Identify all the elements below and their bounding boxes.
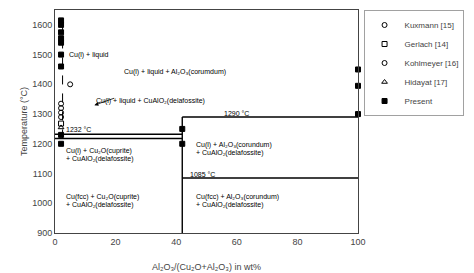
- svg-text:1300: 1300: [32, 109, 52, 119]
- svg-text:60: 60: [232, 237, 242, 247]
- svg-text:1200: 1200: [32, 139, 52, 149]
- svg-text:40: 40: [171, 237, 181, 247]
- svg-text:+ CuAlO₂(delafossite): + CuAlO₂(delafossite): [66, 201, 134, 209]
- svg-text:Cu(fcc) + Al₂O₃(corundum): Cu(fcc) + Al₂O₃(corundum): [196, 193, 279, 201]
- svg-text:Present: Present: [405, 97, 433, 106]
- svg-text:Cu(l) + Cu₂O(cuprite): Cu(l) + Cu₂O(cuprite): [66, 147, 132, 155]
- svg-text:1400: 1400: [32, 79, 52, 89]
- svg-text:80: 80: [292, 237, 302, 247]
- svg-text:1085 °C: 1085 °C: [190, 171, 215, 178]
- svg-text:+ CuAlO₂(delafossite): + CuAlO₂(delafossite): [196, 201, 264, 209]
- svg-text:Cu(l) + Al₂O₃(corundum): Cu(l) + Al₂O₃(corundum): [196, 141, 272, 149]
- svg-text:Temperature (°C): Temperature (°C): [19, 87, 29, 156]
- svg-text:Kuxmann [15]: Kuxmann [15]: [405, 21, 454, 30]
- svg-text:Cu(l) + liquid + Al₂O₃(corumdu: Cu(l) + liquid + Al₂O₃(corumdum): [124, 68, 226, 76]
- svg-text:900: 900: [37, 228, 52, 238]
- svg-text:100: 100: [350, 237, 365, 247]
- svg-text:1600: 1600: [32, 20, 52, 30]
- svg-text:1500: 1500: [32, 50, 52, 60]
- svg-text:Kohlmeyer [16]: Kohlmeyer [16]: [405, 59, 459, 68]
- svg-text:1290 °C: 1290 °C: [224, 110, 249, 117]
- svg-text:1232 °C: 1232 °C: [66, 126, 91, 133]
- svg-text:1000: 1000: [32, 198, 52, 208]
- svg-text:0: 0: [52, 237, 57, 247]
- svg-text:Gerlach [14]: Gerlach [14]: [405, 40, 449, 49]
- svg-text:Cu(l) + liquid: Cu(l) + liquid: [69, 51, 109, 59]
- svg-text:Cu(l) + liquid + CuAlO₂(delafo: Cu(l) + liquid + CuAlO₂(delafossite): [96, 97, 205, 105]
- svg-text:1100: 1100: [33, 169, 52, 179]
- svg-text:Al₂O₃/(Cu₂O+Al₂O₃) in wt%: Al₂O₃/(Cu₂O+Al₂O₃) in wt%: [152, 262, 261, 272]
- svg-text:20: 20: [111, 237, 121, 247]
- svg-text:+ CuAlO₂(delafossite): + CuAlO₂(delafossite): [66, 155, 134, 163]
- svg-text:Cu(fcc) + Cu₂O(cuprite): Cu(fcc) + Cu₂O(cuprite): [66, 193, 139, 201]
- svg-text:Hidayat [17]: Hidayat [17]: [405, 78, 448, 87]
- svg-text:+ CuAlO₂(delafossite): + CuAlO₂(delafossite): [196, 149, 264, 157]
